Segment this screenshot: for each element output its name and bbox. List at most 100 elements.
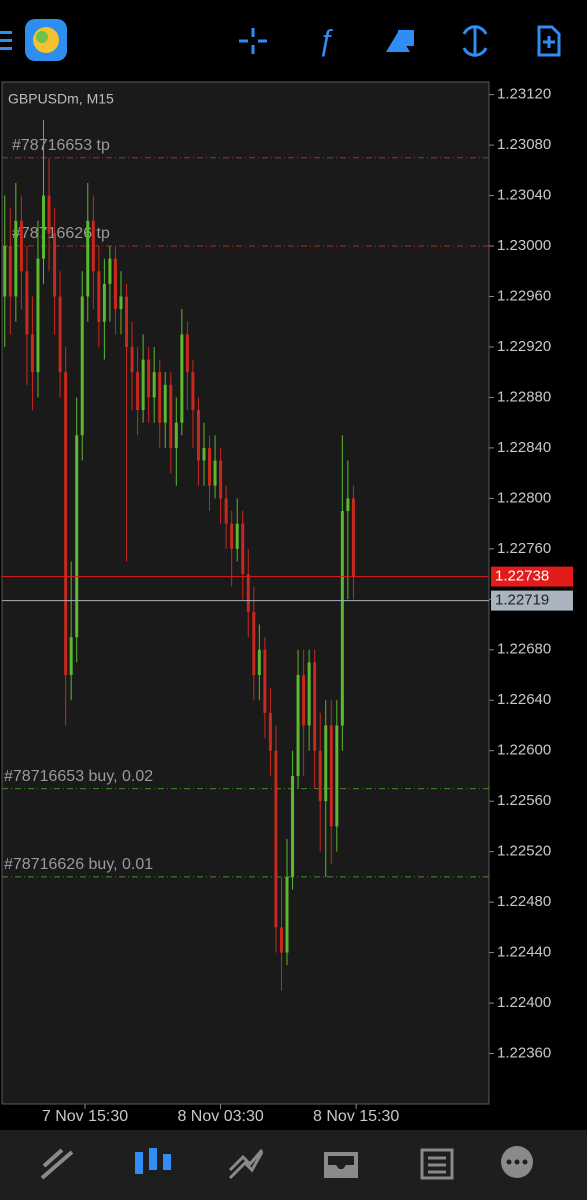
y-tick-label: 1.23040	[497, 187, 551, 204]
y-tick-label: 1.23120	[497, 86, 551, 103]
x-tick-label: 8 Nov 03:30	[177, 1108, 263, 1125]
order-level-label: #78716626 buy, 0.01	[4, 856, 153, 873]
candle-body	[252, 611, 256, 676]
crosshair-button[interactable]	[239, 28, 267, 54]
candle-body	[241, 523, 245, 575]
y-tick-label: 1.22800	[497, 489, 551, 506]
app-logo[interactable]	[25, 19, 67, 61]
ask-price-label: 1.22719	[495, 592, 549, 609]
candle-body	[185, 334, 189, 373]
candle-body	[25, 271, 29, 335]
candle-body	[318, 750, 322, 802]
y-tick-label: 1.22560	[497, 792, 551, 809]
y-tick-label: 1.22600	[497, 742, 551, 759]
bottom-bar	[0, 1130, 587, 1200]
candle-body	[208, 447, 212, 486]
candle-body	[58, 296, 62, 373]
candle-body	[91, 220, 95, 272]
candle-body	[19, 220, 23, 272]
candle-body	[351, 498, 355, 577]
history-tab[interactable]	[324, 1152, 358, 1178]
trade-button[interactable]	[462, 25, 488, 57]
y-tick-label: 1.22400	[497, 994, 551, 1011]
candle-body	[14, 220, 18, 297]
candle-body	[8, 246, 12, 297]
candle-body	[158, 372, 162, 423]
y-tick-label: 1.23000	[497, 237, 551, 254]
candle-body	[213, 460, 217, 486]
y-tick-label: 1.22360	[497, 1044, 551, 1061]
candle-body	[268, 712, 272, 751]
candle-body	[102, 283, 106, 322]
candle-body	[285, 876, 289, 953]
candle-body	[219, 460, 223, 499]
y-tick-label: 1.22840	[497, 439, 551, 456]
candle-body	[324, 725, 328, 802]
plot: 1.23120 1.23080 1.23040 1.23000 1.22960 1.229…	[2, 86, 573, 1125]
candle-body	[180, 334, 184, 423]
x-tick-label: 8 Nov 15:30	[313, 1108, 399, 1125]
candle-body	[108, 258, 112, 284]
candle-body	[202, 447, 206, 461]
candle-body	[340, 510, 344, 726]
chart-tab[interactable]	[135, 1148, 171, 1174]
candle-body	[86, 220, 90, 297]
y-tick-label: 1.22960	[497, 287, 551, 304]
y-tick-label: 1.22760	[497, 540, 551, 557]
candle-body	[191, 372, 195, 411]
y-tick-label: 1.22640	[497, 691, 551, 708]
y-tick-label: 1.22920	[497, 338, 551, 355]
candle-body	[335, 725, 339, 827]
candle-body	[147, 359, 151, 398]
candle-body	[224, 498, 228, 524]
candle-body	[274, 750, 278, 928]
candle-body	[174, 422, 178, 448]
candle-body	[291, 775, 295, 877]
candle-body	[169, 384, 173, 448]
indicators-button[interactable]: ƒ	[318, 24, 335, 57]
candle-body	[302, 675, 306, 726]
candle-body	[47, 195, 51, 234]
candle-body	[42, 195, 46, 259]
y-tick-label: 1.22880	[497, 388, 551, 405]
y-tick-label: 1.23080	[497, 136, 551, 153]
candle-body	[69, 637, 73, 676]
candle-body	[235, 523, 239, 549]
candle-body	[3, 246, 7, 297]
y-tick-label: 1.22480	[497, 893, 551, 910]
candle-body	[279, 927, 283, 953]
objects-button[interactable]	[386, 30, 414, 52]
y-tick-label: 1.22520	[497, 843, 551, 860]
candle-body	[113, 258, 117, 310]
y-tick-label: 1.22680	[497, 641, 551, 658]
candle-body	[75, 435, 79, 638]
candle-body	[329, 725, 333, 827]
trade-tab[interactable]	[228, 1149, 264, 1180]
candle-body	[257, 649, 261, 676]
candle-body	[152, 372, 156, 398]
candle-body	[230, 523, 234, 549]
candle-body	[136, 372, 140, 411]
top-bar: ƒ	[0, 19, 561, 61]
order-level-label: #78716653 buy, 0.02	[4, 768, 153, 785]
candle-body	[163, 384, 167, 423]
candle-body	[36, 258, 40, 373]
quotes-tab[interactable]	[40, 1148, 74, 1180]
news-tab[interactable]	[420, 1148, 454, 1180]
menu-button[interactable]	[0, 31, 12, 50]
ask-price-box	[491, 590, 573, 611]
order-level-label: #78716626 tp	[12, 225, 110, 242]
candle-body	[119, 296, 123, 310]
order-level-label: #78716653 tp	[12, 137, 110, 154]
candle-body	[53, 233, 57, 297]
new-order-button[interactable]	[537, 25, 561, 57]
candle-body	[196, 410, 200, 461]
candle-body	[263, 649, 267, 713]
candle-body	[130, 346, 134, 373]
chat-tab[interactable]	[501, 1146, 533, 1178]
candle-body	[64, 372, 68, 676]
y-tick-label: 1.22440	[497, 944, 551, 961]
candle-body	[307, 662, 311, 726]
